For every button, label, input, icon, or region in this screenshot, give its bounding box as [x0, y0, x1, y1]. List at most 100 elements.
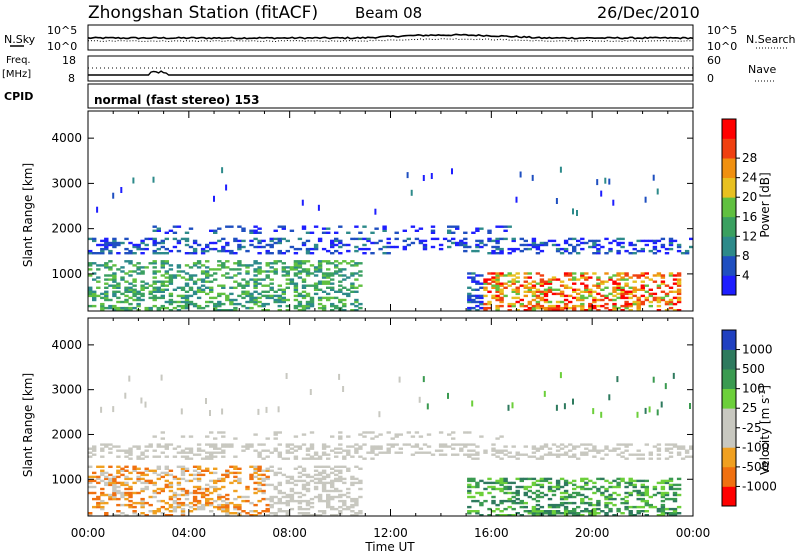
velocity-cell [88, 491, 93, 495]
power-cell [172, 245, 178, 249]
velocity-cell [289, 451, 295, 454]
velocity-cell [342, 455, 347, 458]
power-cell [192, 241, 198, 245]
power-cell [96, 294, 101, 298]
power-cell [168, 264, 174, 267]
velocity-cell [321, 469, 327, 472]
velocity-cell [640, 497, 645, 501]
velocity-cell [568, 449, 573, 452]
power-cell [475, 274, 480, 277]
power-cell [636, 300, 641, 304]
velocity-cell [330, 481, 335, 485]
velocity-cell [370, 437, 375, 440]
velocity-cell [503, 485, 508, 489]
velocity-cell [499, 435, 504, 438]
power-cell [463, 245, 468, 249]
velocity-cell [555, 455, 561, 458]
power-cell [535, 302, 541, 306]
power-cell [580, 296, 585, 300]
power-cell [624, 290, 629, 293]
velocity-cell [451, 437, 456, 440]
power-cell [120, 241, 125, 245]
power-cell [108, 284, 113, 287]
power-cell [116, 300, 121, 304]
velocity-cell [200, 493, 206, 497]
power-cell [568, 272, 573, 275]
velocity-cell [265, 503, 270, 507]
velocity-cell [326, 457, 331, 460]
velocity-cell [656, 453, 662, 456]
velocity-cell [358, 479, 363, 483]
power-cell [116, 286, 121, 289]
power-cell [217, 239, 222, 243]
power-cell [636, 298, 641, 302]
velocity-cell [338, 435, 343, 438]
power-cell [495, 282, 500, 285]
power-cell [144, 309, 149, 312]
power-cell [628, 309, 633, 312]
velocity-cell [628, 510, 633, 513]
velocity-cell [152, 483, 157, 487]
power-cell [511, 296, 516, 300]
power-cell [92, 290, 97, 293]
velocity-cell [301, 473, 307, 477]
power-cell [321, 276, 327, 279]
power-cell [245, 292, 250, 296]
velocity-cell [112, 406, 115, 413]
power-cell [656, 239, 662, 243]
velocity-cell [148, 481, 153, 485]
power-cell [616, 272, 621, 275]
velocity-cell [241, 495, 246, 499]
velocity-cell [140, 505, 145, 509]
velocity-cell [273, 437, 278, 440]
power-cell [596, 298, 601, 302]
power-cell [515, 276, 520, 279]
velocity-cell [350, 499, 355, 503]
velocity-colorbar-label: Velocity [m s-1] [758, 385, 772, 475]
power-cell [88, 262, 93, 265]
power-cell [88, 292, 93, 296]
power-cell [152, 290, 157, 293]
velocity-cell [608, 485, 613, 489]
power-cell [313, 247, 319, 251]
power-cell [317, 296, 323, 300]
power-cell [640, 272, 645, 275]
power-cell [346, 249, 351, 253]
power-cell [196, 260, 202, 263]
power-cell [632, 286, 637, 289]
velocity-cell [277, 431, 282, 434]
cpid-label: CPID [4, 90, 33, 103]
power-cell [269, 239, 274, 243]
power-cell [152, 229, 157, 232]
velocity-cell [628, 477, 633, 481]
velocity-cell [277, 497, 282, 501]
velocity-cell [317, 497, 323, 501]
velocity-cell [660, 510, 666, 513]
power-cell [563, 241, 569, 245]
power-cell [305, 306, 311, 310]
velocity-cell [467, 510, 472, 513]
velocity-cell [535, 512, 541, 515]
velocity-cell [543, 510, 549, 513]
power-cell [580, 309, 585, 312]
velocity-cell [160, 471, 165, 475]
power-cell [402, 247, 407, 251]
velocity-cell [132, 505, 137, 509]
power-cell [503, 225, 508, 228]
velocity-cell [338, 373, 341, 380]
velocity-cell [620, 451, 625, 454]
power-cell [672, 274, 678, 277]
power-cell [317, 264, 323, 267]
velocity-cell [511, 491, 516, 495]
velocity-cell [620, 479, 625, 483]
velocity-cell [172, 507, 178, 511]
velocity-cell [394, 435, 399, 438]
power-cell [309, 304, 315, 308]
velocity-cell [656, 409, 659, 416]
velocity-cell [245, 495, 250, 499]
velocity-cell [491, 501, 496, 505]
power-cell [499, 252, 504, 255]
power-cell [136, 272, 141, 275]
velocity-cell [350, 455, 355, 458]
power-cell [342, 286, 347, 289]
